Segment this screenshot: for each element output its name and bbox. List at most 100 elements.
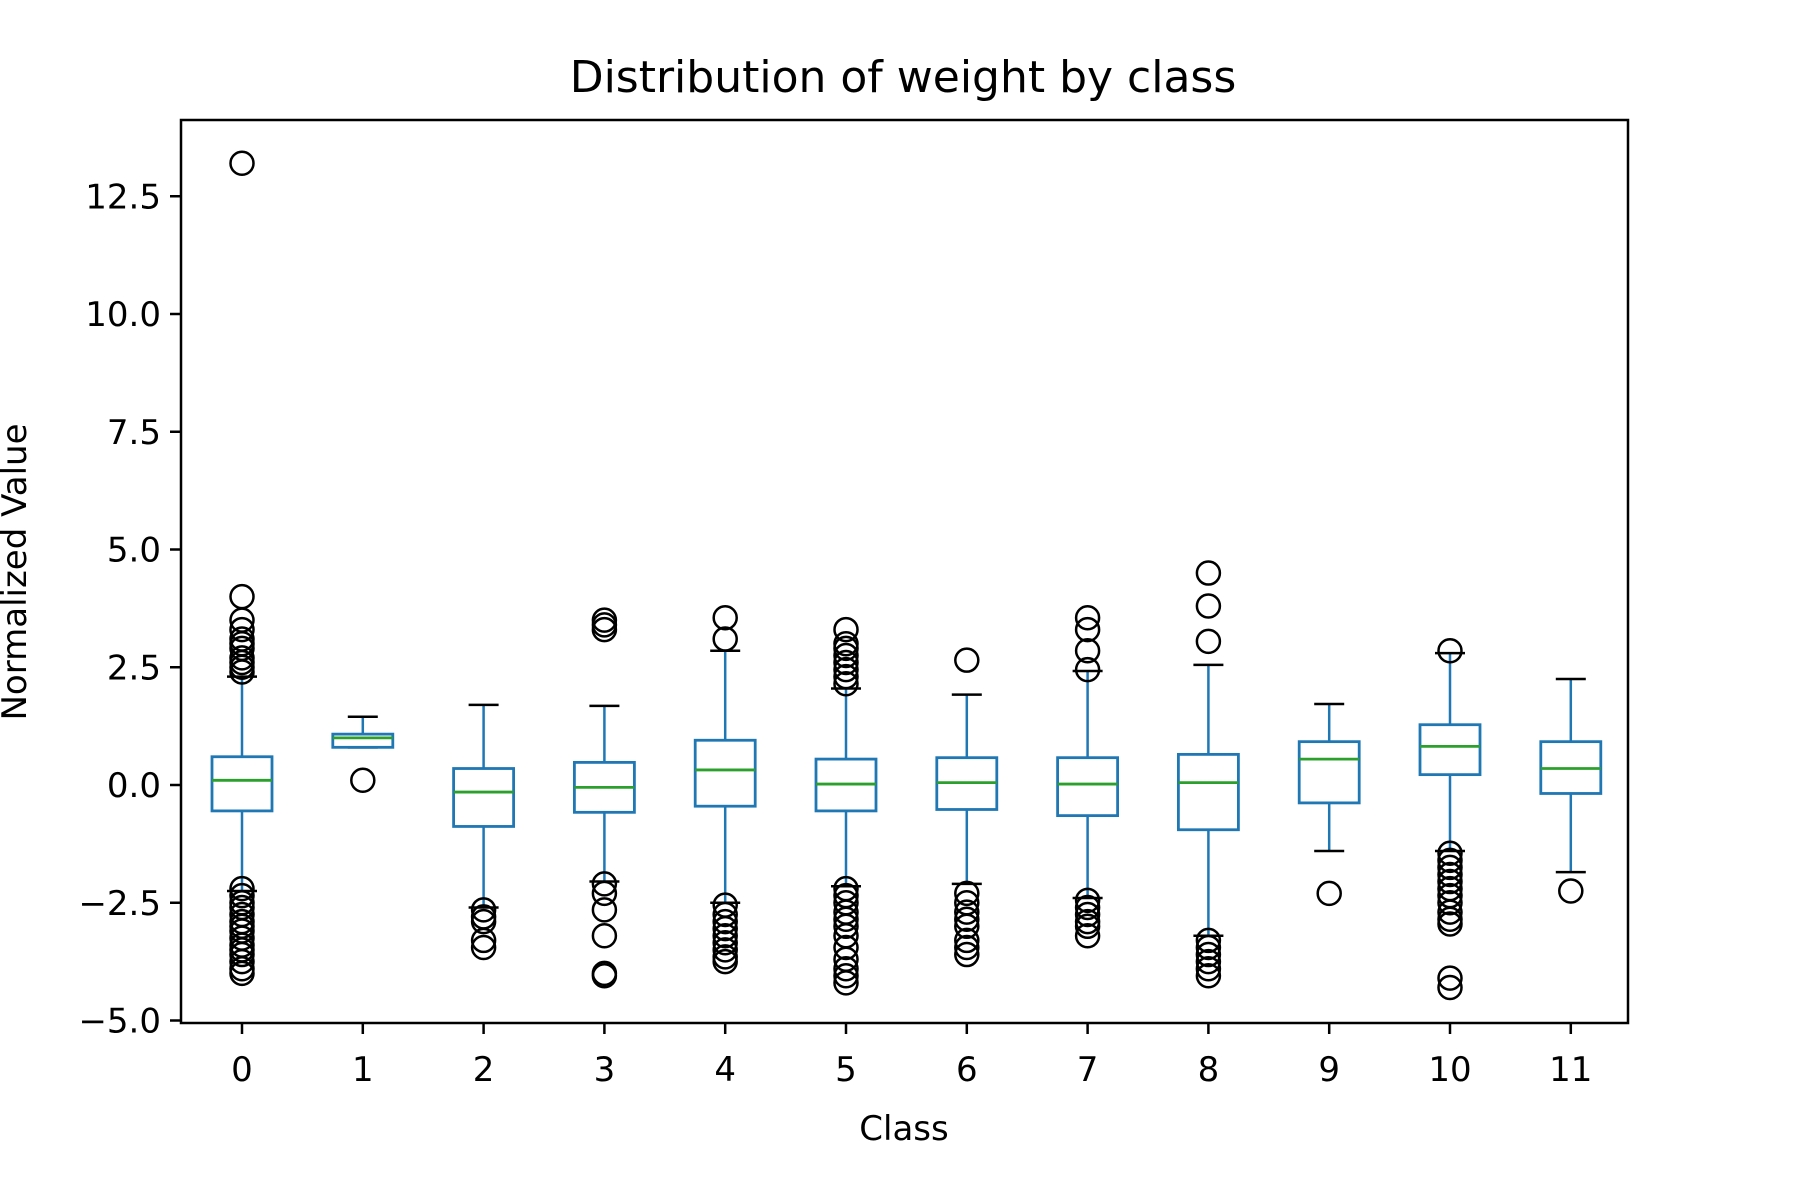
y-tick-label: 0.0 xyxy=(107,766,161,806)
outlier-point xyxy=(1437,899,1463,925)
outlier-point xyxy=(712,908,738,935)
outlier-point xyxy=(1316,880,1342,907)
outlier-point xyxy=(712,922,738,949)
y-tick-label: 5.0 xyxy=(107,531,161,571)
x-tick-label: 3 xyxy=(594,1050,616,1090)
outlier-point xyxy=(1074,616,1101,643)
y-tick-label: 10.0 xyxy=(85,295,161,335)
outlier-point xyxy=(954,647,980,673)
iqr-box xyxy=(1418,723,1482,777)
y-tick-label: −2.5 xyxy=(78,884,161,924)
outlier-point xyxy=(1437,911,1463,937)
outlier-point xyxy=(712,915,738,942)
chart-title: Distribution of weight by class xyxy=(570,52,1237,103)
outlier-point xyxy=(1074,913,1101,940)
outlier-point xyxy=(954,899,980,925)
box-group-class-7 xyxy=(1056,605,1119,949)
outlier-point xyxy=(1074,638,1101,664)
outlier-point xyxy=(954,880,980,907)
outlier-point xyxy=(833,616,859,643)
outlier-point xyxy=(1074,901,1101,928)
iqr-box xyxy=(210,755,274,813)
outlier-point xyxy=(1195,593,1222,619)
outlier-point xyxy=(350,767,376,794)
x-tick-label: 10 xyxy=(1428,1050,1471,1090)
iqr-box xyxy=(1056,756,1119,818)
box-group-class-5 xyxy=(814,616,878,996)
outlier-point xyxy=(1074,605,1101,631)
outlier-point xyxy=(229,948,255,975)
x-tick-label: 4 xyxy=(714,1050,736,1090)
outlier-point xyxy=(1195,560,1222,586)
outlier-point xyxy=(712,948,738,975)
y-axis: −5.0 −2.5 0.0 2.5 5.0 7.5 10.0 12.5 xyxy=(78,177,181,1042)
box-group-class-9 xyxy=(1297,702,1361,907)
outlier-point xyxy=(712,605,738,631)
outlier-point xyxy=(1437,974,1463,1001)
x-axis: 0 1 2 3 4 5 6 7 8 9 10 11 xyxy=(231,1023,1592,1090)
outlier-point xyxy=(1195,941,1222,968)
x-tick-label: 7 xyxy=(1077,1050,1099,1090)
box-group-class-0 xyxy=(210,150,274,987)
outlier-point xyxy=(1437,868,1463,895)
outlier-point xyxy=(1195,927,1222,954)
iqr-box xyxy=(452,767,516,828)
box-group-class-4 xyxy=(693,605,757,975)
outlier-point xyxy=(1437,638,1463,664)
outlier-point xyxy=(833,955,859,982)
iqr-box xyxy=(693,738,757,808)
outlier-point xyxy=(470,908,497,935)
outlier-point xyxy=(1074,894,1101,921)
x-tick-label: 5 xyxy=(835,1050,857,1090)
outlier-point xyxy=(833,963,859,989)
outlier-point xyxy=(1437,965,1463,991)
outlier-point xyxy=(1437,854,1463,881)
outlier-point xyxy=(1437,861,1463,888)
outlier-point xyxy=(1195,963,1222,989)
y-tick-label: 12.5 xyxy=(85,177,161,217)
outlier-point xyxy=(833,670,859,697)
box-group-class-3 xyxy=(573,607,636,989)
box-group-class-2 xyxy=(452,703,516,961)
outlier-point xyxy=(229,960,255,987)
outlier-point xyxy=(954,906,980,932)
outlier-point xyxy=(833,913,859,940)
outlier-point xyxy=(591,880,618,907)
outlier-point xyxy=(229,150,255,177)
outlier-point xyxy=(1558,878,1584,904)
outlier-point xyxy=(1437,840,1463,867)
outlier-point xyxy=(1195,934,1222,961)
y-tick-label: −5.0 xyxy=(78,1002,161,1042)
outlier-point xyxy=(470,927,497,954)
outlier-point xyxy=(229,941,255,968)
outlier-point xyxy=(712,626,738,652)
outlier-point xyxy=(1074,887,1101,914)
outlier-point xyxy=(1437,847,1463,874)
box-group-class-1 xyxy=(331,715,395,794)
outlier-point xyxy=(1195,948,1222,975)
outlier-point xyxy=(833,906,859,932)
outlier-point xyxy=(591,922,618,949)
outlier-point xyxy=(1074,922,1101,949)
x-tick-label: 9 xyxy=(1318,1050,1340,1090)
outlier-point xyxy=(591,616,618,643)
outlier-point xyxy=(591,963,618,989)
outlier-point xyxy=(229,882,255,909)
outlier-point xyxy=(833,970,859,996)
box-group-class-10 xyxy=(1418,638,1482,1001)
x-tick-label: 1 xyxy=(352,1050,374,1090)
x-tick-label: 2 xyxy=(473,1050,495,1090)
x-axis-label: Class xyxy=(859,1109,948,1149)
y-tick-label: 7.5 xyxy=(107,413,161,453)
outlier-point xyxy=(833,663,859,690)
outlier-point xyxy=(470,934,497,961)
outlier-point xyxy=(954,934,980,961)
y-tick-label: 2.5 xyxy=(107,648,161,688)
outlier-point xyxy=(712,937,738,963)
y-axis-label: Normalized Value xyxy=(0,424,35,721)
outlier-point xyxy=(833,656,859,683)
outlier-point xyxy=(229,875,255,902)
iqr-box xyxy=(1177,752,1240,832)
outlier-point xyxy=(470,897,497,923)
outlier-point xyxy=(954,941,980,968)
